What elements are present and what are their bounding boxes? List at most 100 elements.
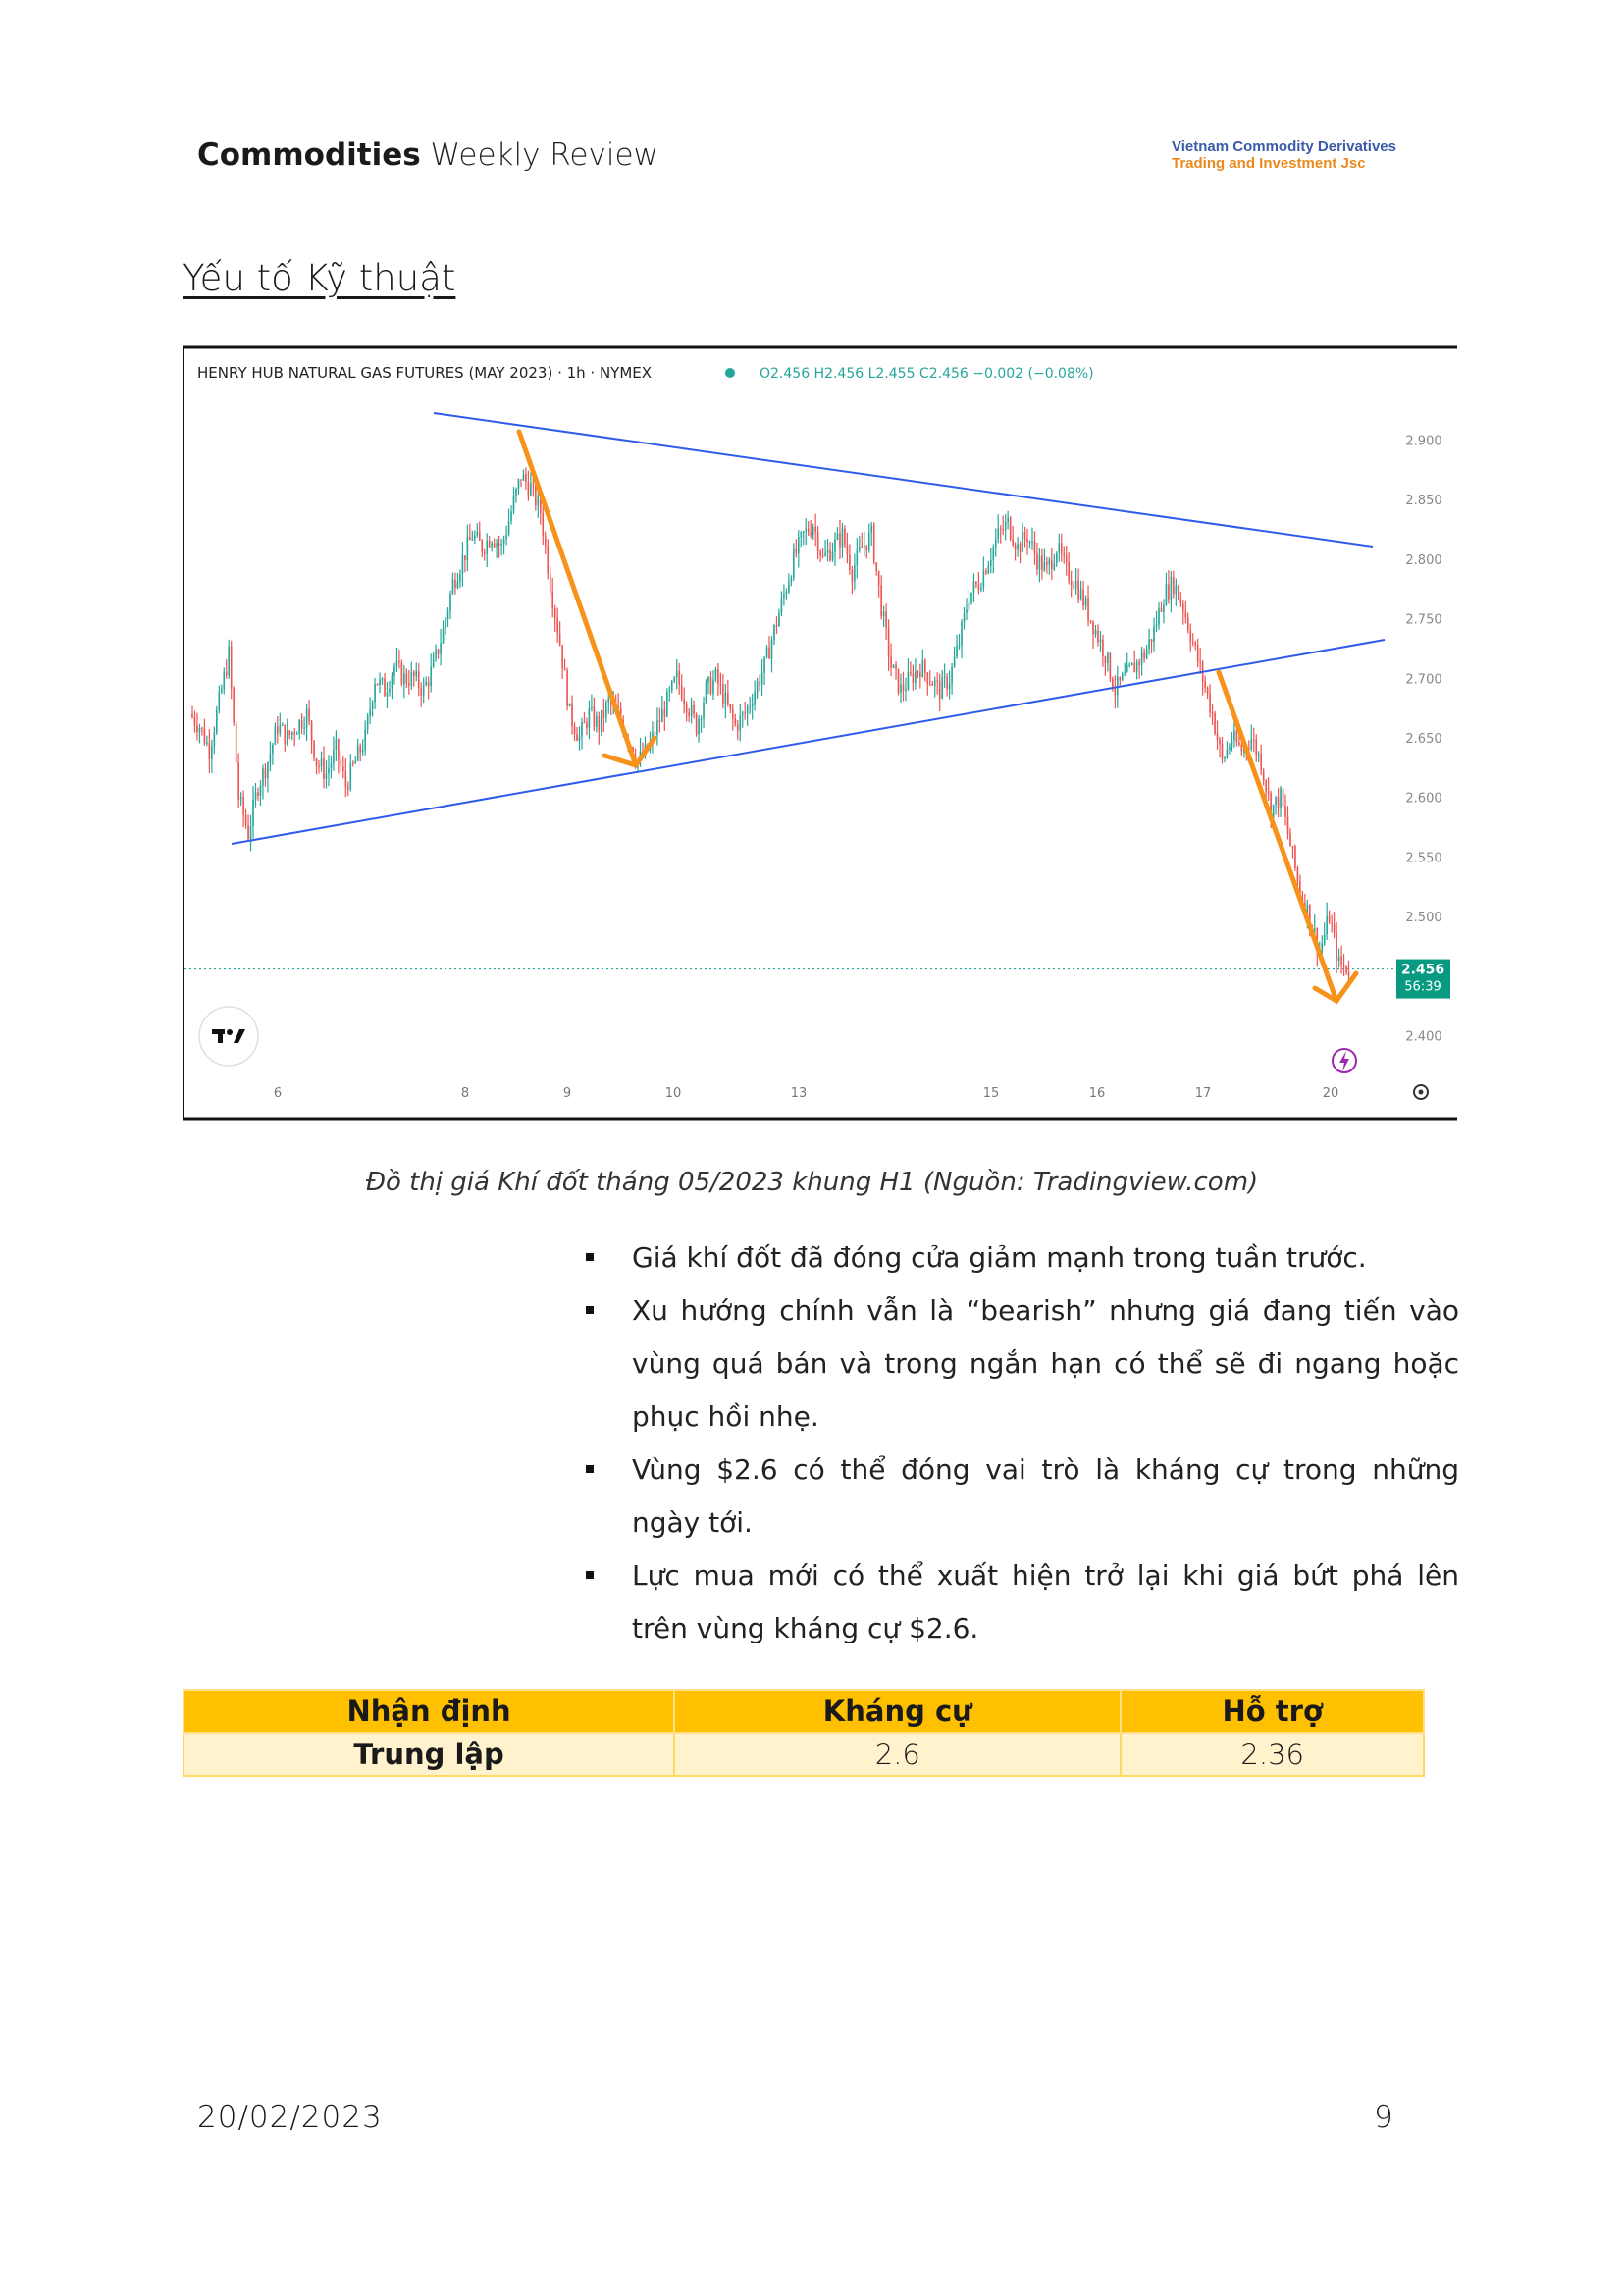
- candle: [571, 695, 573, 735]
- y-tick-label: 2.550: [1405, 851, 1441, 865]
- candle: [778, 608, 780, 627]
- report-title-bold: Commodities: [197, 137, 421, 173]
- candle: [865, 545, 868, 559]
- candle: [374, 677, 376, 709]
- candle: [342, 755, 344, 779]
- candle: [427, 676, 430, 700]
- candle: [1150, 638, 1153, 654]
- bullet-text: Giá khí đốt đã đóng cửa giảm mạnh trong …: [632, 1241, 1367, 1274]
- candle: [1331, 914, 1333, 933]
- candle: [517, 478, 520, 495]
- candle: [690, 697, 693, 724]
- candle: [1342, 953, 1345, 977]
- arrow-1: [516, 429, 657, 768]
- candle: [259, 779, 262, 806]
- candle: [1022, 522, 1023, 552]
- candle: [680, 674, 683, 702]
- candle: [1089, 619, 1092, 624]
- candle: [602, 698, 605, 733]
- candle: [578, 726, 581, 751]
- candle: [279, 712, 282, 737]
- candle: [1155, 610, 1158, 633]
- candle: [1153, 617, 1155, 652]
- candle: [515, 487, 517, 503]
- candle: [741, 710, 744, 728]
- candle: [384, 672, 386, 697]
- candle: [1252, 727, 1255, 753]
- y-tick-label: 2.900: [1405, 434, 1441, 448]
- candle: [1028, 540, 1031, 549]
- candle: [905, 677, 907, 702]
- candle: [977, 571, 980, 595]
- table-header-row: Nhận định Kháng cự Hỗ trợ: [182, 1689, 1425, 1734]
- candle: [1126, 652, 1128, 673]
- candle: [400, 659, 403, 687]
- candle: [1038, 548, 1041, 583]
- candle: [542, 501, 545, 546]
- chart-svg: HENRY HUB NATURAL GAS FUTURES (MAY 2023)…: [183, 345, 1457, 1121]
- candle: [921, 649, 924, 678]
- candle: [719, 672, 722, 695]
- candle: [912, 664, 915, 691]
- candle: [994, 528, 997, 557]
- candle: [1163, 599, 1165, 624]
- candle: [1143, 648, 1145, 663]
- candle: [917, 669, 919, 679]
- logo-line-1: Vietnam Commodity Derivatives: [1172, 138, 1396, 155]
- candle: [284, 724, 287, 752]
- candle: [1277, 787, 1280, 817]
- candle: [346, 781, 349, 797]
- candle: [405, 668, 408, 688]
- tradingview-logo[interactable]: [198, 1006, 259, 1067]
- candle: [980, 582, 982, 593]
- candle: [895, 660, 897, 680]
- candle: [1138, 658, 1140, 679]
- candle: [247, 814, 249, 841]
- candle: [946, 673, 948, 697]
- candle: [1201, 659, 1204, 696]
- candle: [1082, 581, 1084, 611]
- candle: [1048, 557, 1051, 575]
- settings-gear-icon[interactable]: [1413, 1084, 1429, 1100]
- candle: [1231, 732, 1233, 752]
- candle: [956, 634, 958, 659]
- candle: [1094, 624, 1097, 638]
- y-tick-label: 2.600: [1405, 792, 1441, 807]
- candle: [773, 623, 775, 646]
- candle: [323, 746, 325, 789]
- candle: [688, 707, 690, 723]
- candle: [1012, 525, 1014, 548]
- candle: [678, 662, 681, 695]
- candle: [1214, 710, 1216, 736]
- candle: [381, 677, 384, 685]
- candle: [228, 639, 231, 679]
- candle: [1168, 570, 1170, 604]
- candle: [1336, 921, 1337, 974]
- candle: [340, 751, 342, 772]
- candle: [729, 704, 732, 714]
- candle: [386, 681, 389, 708]
- candle: [593, 697, 596, 732]
- candle: [1275, 796, 1277, 815]
- candle: [1194, 640, 1197, 651]
- candle: [656, 707, 658, 746]
- candle: [1063, 546, 1066, 564]
- candle: [393, 662, 395, 685]
- alert-bolt-icon[interactable]: [1332, 1048, 1357, 1073]
- candle: [707, 675, 709, 695]
- candle: [882, 605, 885, 627]
- candle: [1291, 845, 1294, 859]
- bullet-item: Lực mua mới có thể xuất hiện trở lại khi…: [586, 1549, 1459, 1655]
- candle: [488, 535, 491, 548]
- candle: [1079, 580, 1082, 601]
- candle: [196, 712, 198, 741]
- candle: [931, 680, 934, 686]
- candle: [568, 703, 571, 707]
- candle: [201, 726, 203, 736]
- candle: [1009, 516, 1012, 542]
- candle: [788, 573, 790, 595]
- candle: [749, 696, 751, 715]
- candle: [596, 711, 598, 733]
- candle: [1130, 662, 1133, 666]
- candle: [943, 663, 946, 688]
